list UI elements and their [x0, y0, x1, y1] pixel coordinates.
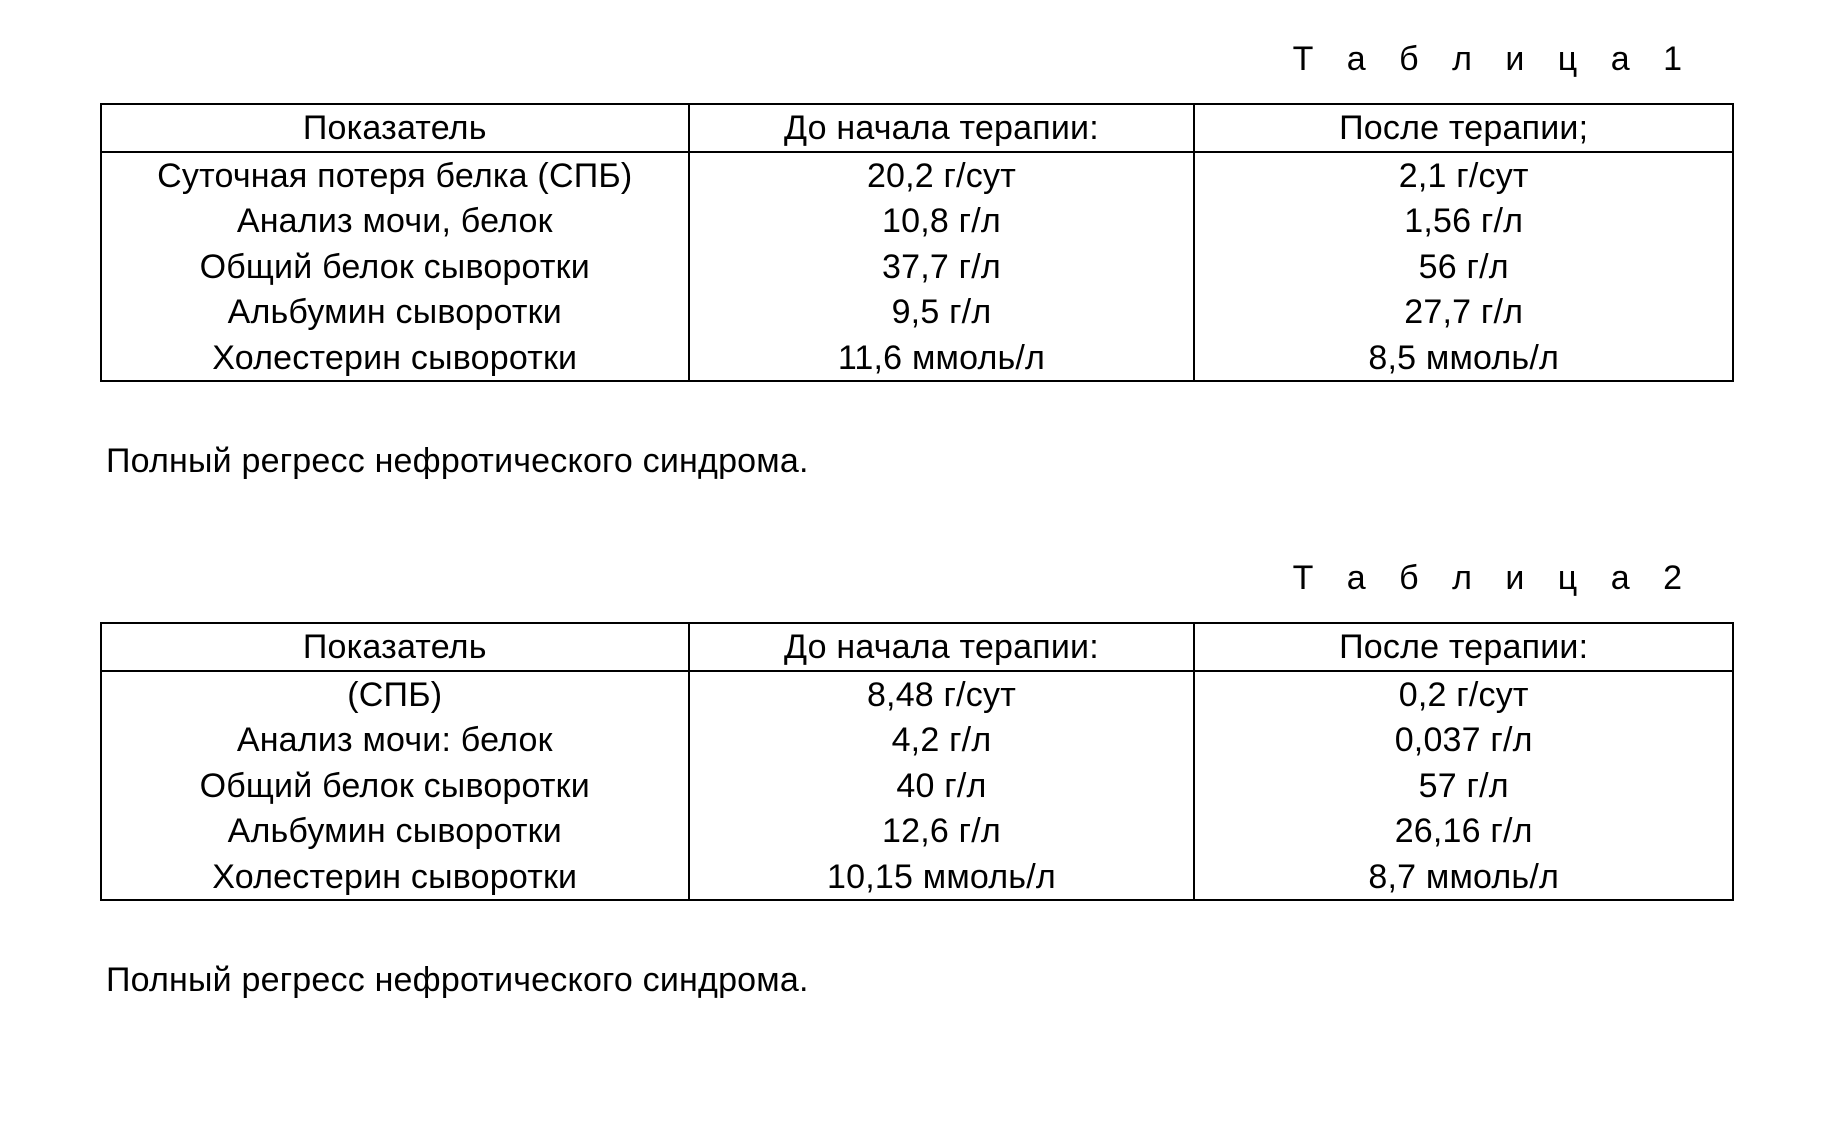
table-2-header-cell: После терапии: [1194, 623, 1733, 671]
table-cell: 8,7 ммоль/л [1194, 854, 1733, 901]
table-cell: (СПБ) [101, 671, 689, 718]
table-2-block: Т а б л и ц а 2 Показатель До начала тер… [100, 559, 1734, 1000]
table-cell: 0,2 г/сут [1194, 671, 1733, 718]
table-cell: 56 г/л [1194, 244, 1733, 290]
table-2-caption: Т а б л и ц а 2 [100, 559, 1694, 598]
table-row: Суточная потеря белка (СПБ) 20,2 г/сут 2… [101, 152, 1733, 199]
table-2-note: Полный регресс нефротического синдрома. [106, 961, 1734, 1000]
table-cell: 37,7 г/л [689, 244, 1195, 290]
table-1-header-cell: Показатель [101, 104, 689, 152]
table-cell: 8,48 г/сут [689, 671, 1195, 718]
table-cell: Суточная потеря белка (СПБ) [101, 152, 689, 199]
table-cell: Альбумин сыворотки [101, 808, 689, 854]
table-2-header-cell: Показатель [101, 623, 689, 671]
table-cell: Общий белок сыворотки [101, 763, 689, 809]
table-cell: 26,16 г/л [1194, 808, 1733, 854]
table-1-note: Полный регресс нефротического синдрома. [106, 442, 1734, 481]
table-1-block: Т а б л и ц а 1 Показатель До начала тер… [100, 40, 1734, 481]
table-row: Анализ мочи, белок 10,8 г/л 1,56 г/л [101, 198, 1733, 244]
table-cell: 10,15 ммоль/л [689, 854, 1195, 901]
table-row: Альбумин сыворотки 12,6 г/л 26,16 г/л [101, 808, 1733, 854]
table-1-header-cell: До начала терапии: [689, 104, 1195, 152]
table-cell: 0,037 г/л [1194, 717, 1733, 763]
table-cell: Анализ мочи, белок [101, 198, 689, 244]
table-row: Холестерин сыворотки 10,15 ммоль/л 8,7 м… [101, 854, 1733, 901]
table-cell: 10,8 г/л [689, 198, 1195, 244]
table-cell: Холестерин сыворотки [101, 854, 689, 901]
table-cell: 4,2 г/л [689, 717, 1195, 763]
table-row: Холестерин сыворотки 11,6 ммоль/л 8,5 мм… [101, 335, 1733, 382]
table-1-header-row: Показатель До начала терапии: После тера… [101, 104, 1733, 152]
table-cell: 1,56 г/л [1194, 198, 1733, 244]
table-cell: 20,2 г/сут [689, 152, 1195, 199]
table-row: (СПБ) 8,48 г/сут 0,2 г/сут [101, 671, 1733, 718]
table-row: Общий белок сыворотки 37,7 г/л 56 г/л [101, 244, 1733, 290]
table-cell: 40 г/л [689, 763, 1195, 809]
table-cell: 8,5 ммоль/л [1194, 335, 1733, 382]
table-row: Анализ мочи: белок 4,2 г/л 0,037 г/л [101, 717, 1733, 763]
document-page: Т а б л и ц а 1 Показатель До начала тер… [0, 0, 1824, 1000]
table-cell: Альбумин сыворотки [101, 289, 689, 335]
table-1-header-cell: После терапии; [1194, 104, 1733, 152]
table-2-header-row: Показатель До начала терапии: После тера… [101, 623, 1733, 671]
table-2-header-cell: До начала терапии: [689, 623, 1195, 671]
table-cell: Анализ мочи: белок [101, 717, 689, 763]
table-cell: 9,5 г/л [689, 289, 1195, 335]
table-1-caption: Т а б л и ц а 1 [100, 40, 1694, 79]
table-cell: Общий белок сыворотки [101, 244, 689, 290]
table-cell: 12,6 г/л [689, 808, 1195, 854]
table-cell: 27,7 г/л [1194, 289, 1733, 335]
table-row: Альбумин сыворотки 9,5 г/л 27,7 г/л [101, 289, 1733, 335]
table-1: Показатель До начала терапии: После тера… [100, 103, 1734, 382]
table-row: Общий белок сыворотки 40 г/л 57 г/л [101, 763, 1733, 809]
table-cell: 2,1 г/сут [1194, 152, 1733, 199]
table-2: Показатель До начала терапии: После тера… [100, 622, 1734, 901]
table-cell: 11,6 ммоль/л [689, 335, 1195, 382]
table-cell: Холестерин сыворотки [101, 335, 689, 382]
table-cell: 57 г/л [1194, 763, 1733, 809]
